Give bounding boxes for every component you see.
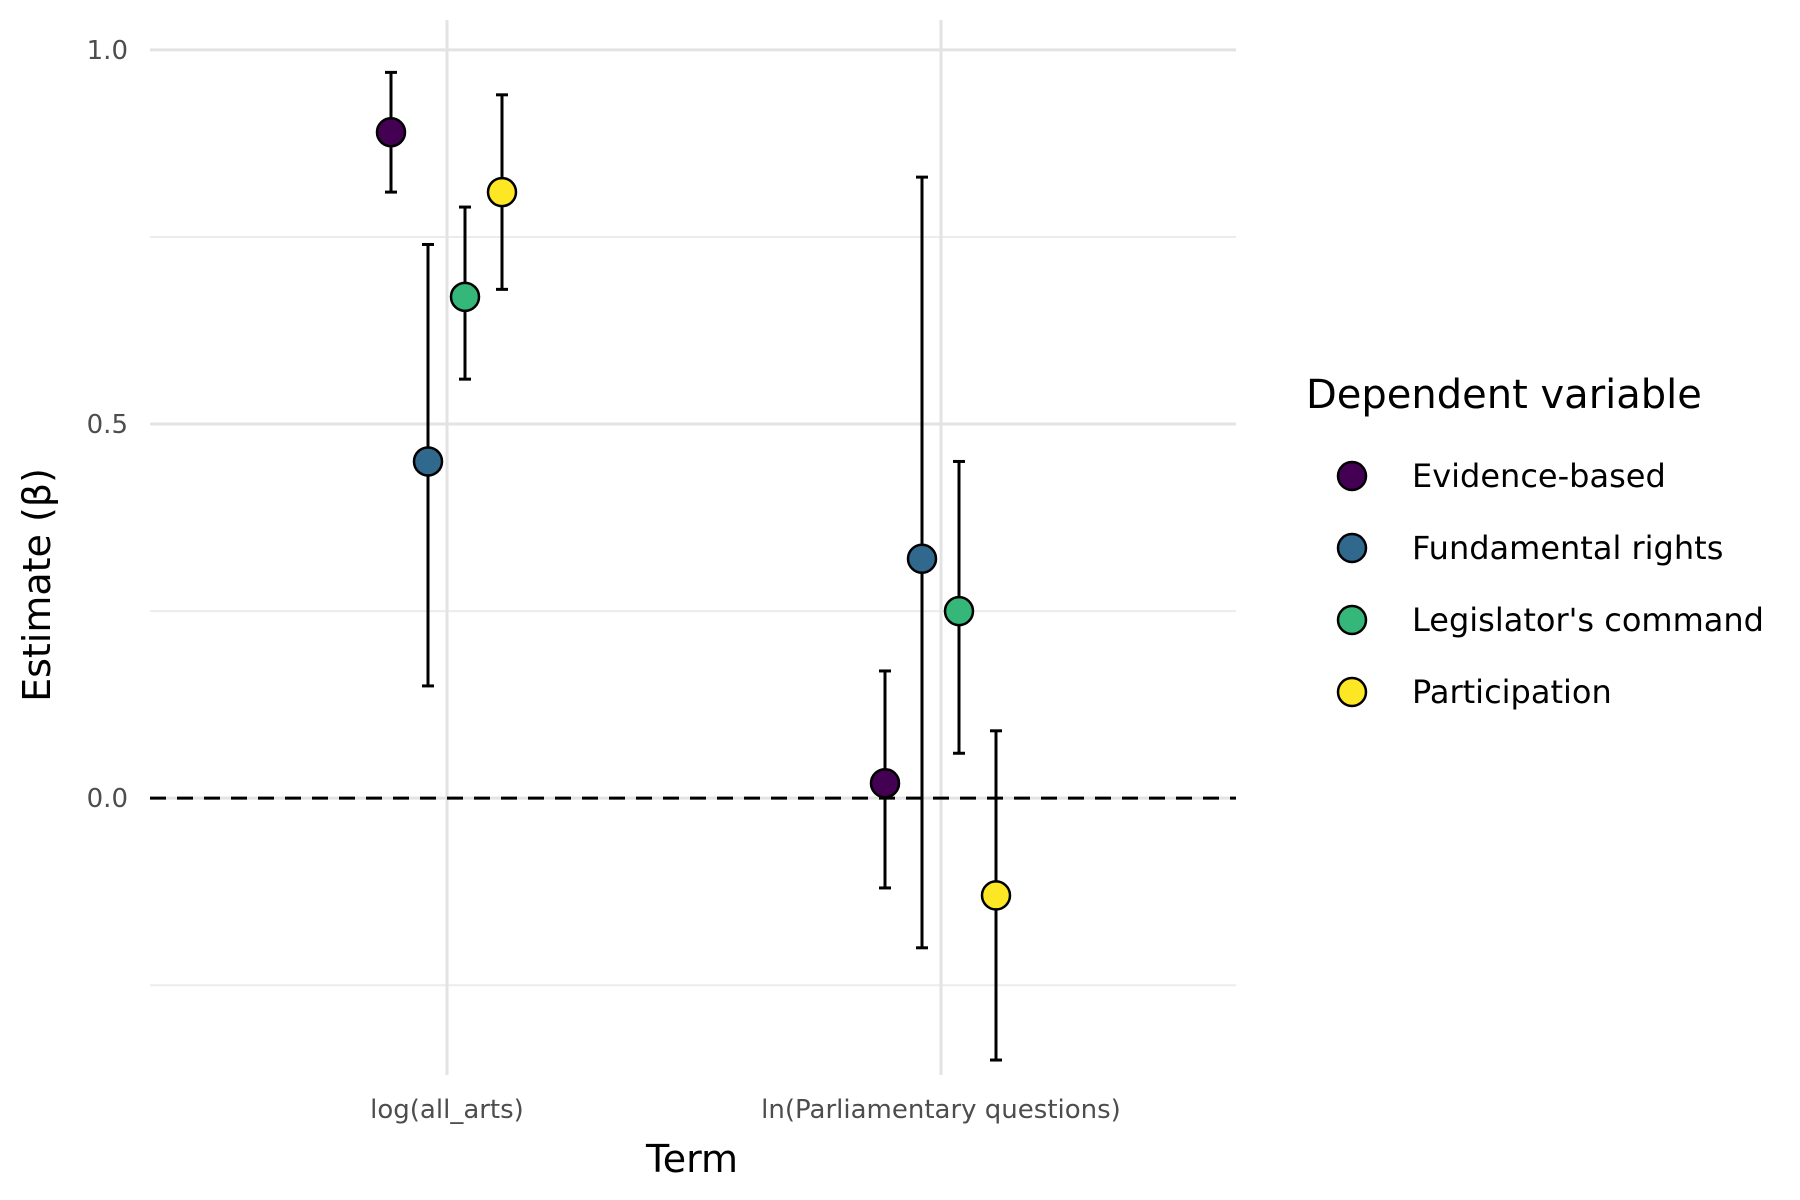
legend-key [1336, 532, 1368, 564]
estimate-point [943, 595, 975, 627]
estimate-point [869, 767, 901, 799]
x-axis-title: Term [645, 1137, 738, 1181]
x-axis-ticks: log(all_arts) ln(Parliamentary questions) [370, 1095, 1121, 1125]
legend-label: Evidence-based [1412, 457, 1666, 495]
legend: Dependent variable Evidence-based Fundame… [1306, 372, 1764, 711]
data-marks [375, 70, 1012, 1062]
estimate-point [449, 281, 481, 313]
y-tick-label: 1.0 [87, 36, 128, 66]
series-fundamental-rights [412, 175, 938, 950]
series-participation [486, 93, 1012, 1062]
grid-lines [150, 20, 1236, 1075]
legend-label: Participation [1412, 673, 1612, 711]
estimate-point [486, 176, 518, 208]
estimate-point [375, 116, 407, 148]
legend-key [1336, 460, 1368, 492]
y-tick-label: 0.5 [87, 410, 128, 440]
legend-key [1336, 676, 1368, 708]
estimate-point [980, 880, 1012, 911]
series-evidence-based [375, 70, 901, 890]
y-axis-ticks: 1.0 0.5 0.0 [87, 36, 128, 814]
series-legislator-s-command [449, 205, 975, 755]
x-tick-label: log(all_arts) [370, 1095, 524, 1125]
legend-title: Dependent variable [1306, 372, 1702, 418]
y-axis-title: Estimate (β) [15, 468, 59, 702]
estimate-point [906, 543, 938, 574]
legend-label: Legislator's command [1412, 601, 1764, 639]
legend-key [1336, 604, 1368, 636]
x-tick-label: ln(Parliamentary questions) [761, 1095, 1121, 1125]
legend-label: Fundamental rights [1412, 529, 1723, 567]
y-tick-label: 0.0 [87, 784, 128, 814]
estimate-point [412, 446, 444, 477]
